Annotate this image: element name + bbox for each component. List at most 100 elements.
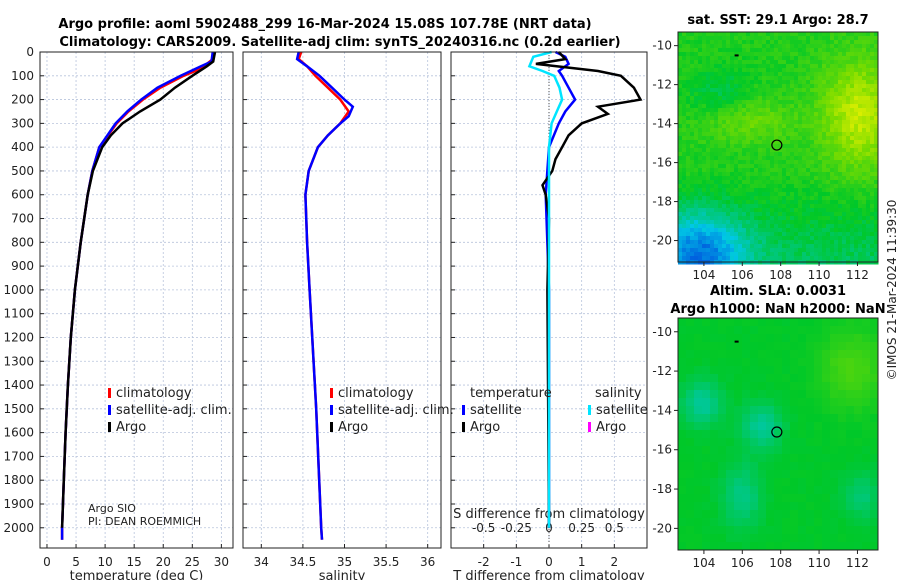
map-cell	[802, 212, 807, 217]
map-cell	[850, 188, 855, 193]
map-cell	[702, 382, 711, 391]
map-cell	[870, 454, 879, 463]
map-cell	[738, 48, 743, 53]
map-cell	[814, 168, 819, 173]
y-tick-label: 1800	[3, 473, 34, 487]
map-cell	[706, 204, 711, 209]
map-cell	[770, 40, 775, 45]
map-cell	[822, 92, 827, 97]
map-cell	[794, 176, 799, 181]
map-cell	[870, 64, 875, 69]
map-cell	[770, 60, 775, 65]
map-cell	[754, 144, 759, 149]
map-cell	[778, 80, 783, 85]
map-cell	[806, 502, 815, 511]
map-cell	[750, 326, 759, 335]
map-cell	[798, 104, 803, 109]
map-cell	[862, 486, 871, 495]
map-cell	[706, 140, 711, 145]
map-cell	[722, 204, 727, 209]
map-cell	[838, 160, 843, 165]
map-cell	[762, 112, 767, 117]
map-cell	[874, 40, 879, 45]
map-cell	[822, 470, 831, 479]
map-cell	[794, 96, 799, 101]
map-cell	[714, 240, 719, 245]
map-cell	[686, 124, 691, 129]
map-cell	[726, 196, 731, 201]
map-cell	[738, 56, 743, 61]
map-cell	[814, 144, 819, 149]
map-cell	[874, 152, 879, 157]
map-cell	[866, 96, 871, 101]
map-cell	[802, 64, 807, 69]
x-tick-label: 0	[43, 555, 51, 569]
map-cell	[790, 326, 799, 335]
map-cell	[730, 108, 735, 113]
map-cell	[742, 176, 747, 181]
map-cell	[750, 196, 755, 201]
map-cell	[694, 96, 699, 101]
map-cell	[814, 128, 819, 133]
map-cell	[790, 128, 795, 133]
map-cell	[738, 72, 743, 77]
map-cell	[738, 60, 743, 65]
map-cell	[706, 252, 711, 257]
map-cell	[830, 470, 839, 479]
map-cell	[714, 56, 719, 61]
map-cell	[686, 438, 695, 447]
map-cell	[798, 228, 803, 233]
map-cell	[814, 160, 819, 165]
map-cell	[838, 216, 843, 221]
map-cell	[682, 232, 687, 237]
map-cell	[822, 120, 827, 125]
map-cell	[846, 84, 851, 89]
map-cell	[722, 180, 727, 185]
map-cell	[850, 52, 855, 57]
map-cell	[866, 180, 871, 185]
map-cell	[742, 374, 751, 383]
map-cell	[774, 398, 783, 407]
map-cell	[862, 108, 867, 113]
map-cell	[774, 160, 779, 165]
map-cell	[814, 120, 819, 125]
map-cell	[738, 208, 743, 213]
map-cell	[710, 382, 719, 391]
map-cell	[710, 208, 715, 213]
map-cell	[722, 76, 727, 81]
map-cell	[854, 216, 859, 221]
map-cell	[830, 196, 835, 201]
map-cell	[790, 172, 795, 177]
map-cell	[774, 374, 783, 383]
map-cell	[790, 136, 795, 141]
map-cell	[758, 152, 763, 157]
map-cell	[846, 60, 851, 65]
map-cell	[822, 414, 831, 423]
map-cell	[678, 486, 687, 495]
map-cell	[730, 52, 735, 57]
map-cell	[706, 128, 711, 133]
map-cell	[866, 152, 871, 157]
map-cell	[726, 168, 731, 173]
map-cell	[794, 92, 799, 97]
map-cell	[758, 358, 767, 367]
map-cell	[730, 200, 735, 205]
map-cell	[682, 136, 687, 141]
map-cell	[782, 188, 787, 193]
map-cell	[774, 112, 779, 117]
map-cell	[778, 40, 783, 45]
map-cell	[854, 252, 859, 257]
map-cell	[838, 232, 843, 237]
map-cell	[706, 236, 711, 241]
map-cell	[794, 204, 799, 209]
map-cell	[718, 240, 723, 245]
map-cell	[822, 252, 827, 257]
map-cell	[746, 32, 751, 37]
map-cell	[870, 72, 875, 77]
map-cell	[806, 176, 811, 181]
map-cell	[874, 116, 879, 121]
x-tick-label: 106	[731, 556, 754, 570]
map-cell	[822, 196, 827, 201]
map-cell	[802, 68, 807, 73]
map-cell	[830, 172, 835, 177]
